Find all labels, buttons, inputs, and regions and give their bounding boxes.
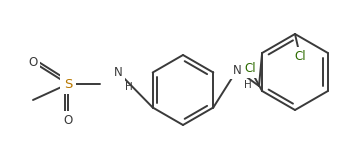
Text: Cl: Cl (244, 62, 256, 76)
Text: H: H (125, 82, 133, 92)
Text: N: N (233, 64, 241, 76)
Text: H: H (244, 80, 252, 90)
Text: O: O (28, 55, 38, 69)
Text: S: S (64, 78, 72, 90)
Text: O: O (64, 114, 73, 126)
Text: N: N (114, 66, 122, 78)
Text: Cl: Cl (294, 50, 306, 62)
